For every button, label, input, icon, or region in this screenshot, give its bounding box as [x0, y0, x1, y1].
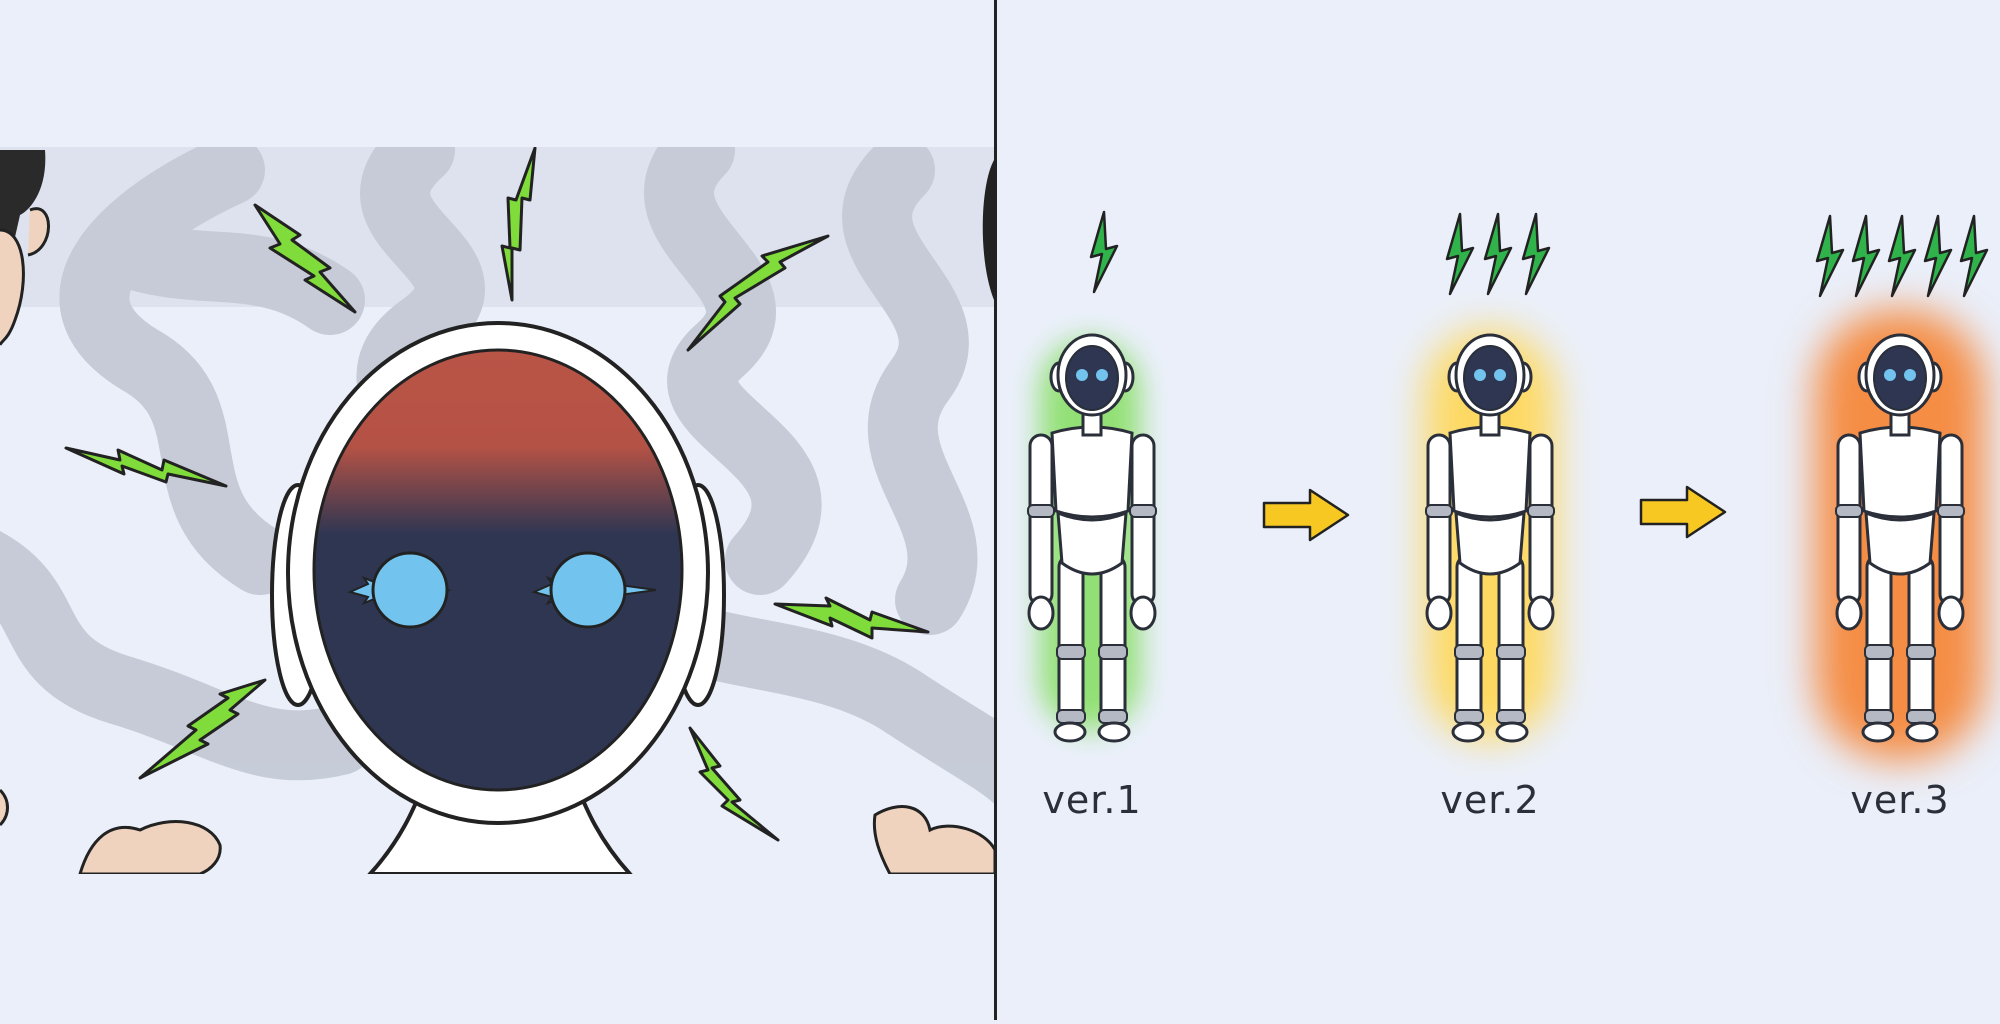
hand-left — [78, 820, 222, 874]
lightning-bolt-icon — [1521, 212, 1551, 296]
eye-left — [347, 551, 452, 629]
eye-right — [531, 551, 657, 629]
hand-right — [872, 805, 994, 874]
ver1-bolts — [1089, 210, 1119, 294]
robot-head — [270, 321, 726, 874]
lightning-bolt-icon — [64, 147, 930, 842]
lightning-bolt-icon — [1887, 214, 1917, 298]
lightning-bolt-icon — [1959, 214, 1989, 298]
right-arrow-icon — [1639, 485, 1727, 539]
person-left — [0, 150, 50, 346]
lightning-bolt-icon — [1815, 214, 1845, 298]
panel-divider — [994, 0, 997, 1020]
left-panel — [0, 147, 994, 874]
ver2-bolts — [1445, 212, 1551, 296]
version-label-3: ver.3 — [1850, 778, 1950, 822]
version-label-2: ver.2 — [1440, 778, 1540, 822]
lightning-bolt-icon — [1445, 212, 1475, 296]
right-panel — [1026, 210, 1989, 760]
version-label-1: ver.1 — [1042, 778, 1142, 822]
right-arrow-icon — [1262, 488, 1350, 542]
lightning-bolt-icon — [1851, 214, 1881, 298]
lightning-bolt-icon — [1483, 212, 1513, 296]
ver3-bolts — [1815, 214, 1989, 298]
lightning-bolt-icon — [1089, 210, 1119, 294]
lightning-bolt-icon — [1923, 214, 1953, 298]
